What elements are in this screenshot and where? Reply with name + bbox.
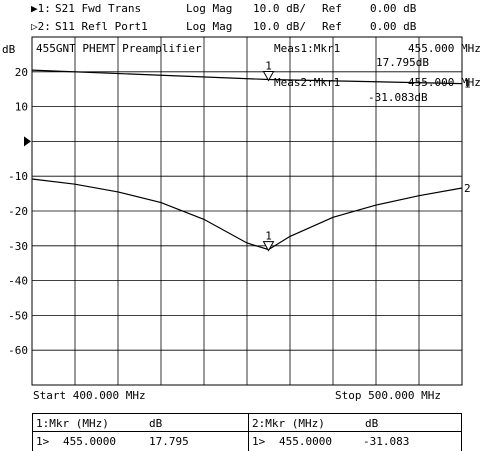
chart-title: 455GNT PHEMT Preamplifier [36, 42, 202, 55]
x-stop-label: Stop 500.000 MHz [335, 389, 441, 402]
y-tick-label: -30 [8, 240, 28, 253]
trace2-format: Log Mag [186, 20, 233, 33]
y-tick-label: -50 [8, 309, 28, 322]
marker-table: 1:Mkr (MHz) dB 2:Mkr (MHz) dB 1> 455.000… [32, 413, 462, 451]
y-tick-label: -20 [8, 205, 28, 218]
table-row1-index: 1> [36, 435, 50, 448]
table-row1-value: 17.795 [149, 435, 189, 448]
table-row2-index: 1> [252, 435, 266, 448]
series-end-label-2: 2 [464, 182, 471, 195]
chart-svg: 20 10 -10 -20 -30 -40 -50 -60 dB 455GNT PHEMT Pre… [2, 36, 480, 386]
marker-label: 1 [265, 59, 272, 72]
reference-arrow [24, 136, 31, 147]
trace1-ref-value: 0.00 dB [370, 2, 417, 15]
y-axis-label: dB [2, 43, 16, 56]
trace1-name: S21 Fwd Trans [55, 2, 142, 15]
table-col2-header: 2:Mkr (MHz) [252, 417, 325, 430]
x-start-label: Start 400.000 MHz [33, 389, 146, 402]
meas-freq: 455.000 MHz [408, 42, 480, 55]
y-tick-label: 10 [15, 101, 28, 114]
table-row2-value: -31.083 [363, 435, 410, 448]
table-col1-header: 1:Mkr (MHz) [36, 417, 109, 430]
y-tick-label: -60 [8, 344, 28, 357]
marker-triangle [262, 241, 275, 252]
y-tick-label: -40 [8, 275, 28, 288]
trace1-format: Log Mag [186, 2, 233, 15]
trace2-scale: 10.0 dB/ [253, 20, 306, 33]
meas-value: -31.083dB [368, 91, 428, 104]
meas-freq: 455.000 MHz [408, 76, 480, 89]
marker-triangle [262, 70, 275, 82]
meas-value: 17.795dB [376, 56, 429, 69]
table-row2-freq: 455.0000 [279, 435, 332, 448]
table-row1-freq: 455.0000 [63, 435, 116, 448]
trace1-ref-label: Ref [322, 2, 342, 15]
y-tick-label: 20 [15, 66, 28, 79]
trace2-ref-value: 0.00 dB [370, 20, 417, 33]
trace2-marker: ▷2: [31, 20, 51, 33]
series-end-label-1: 1 [464, 78, 471, 91]
table-col1-unit: dB [149, 417, 163, 430]
table-header-line [33, 431, 461, 432]
series-line-2 [31, 178, 463, 251]
marker-label: 1 [265, 230, 272, 243]
y-tick-label: -10 [8, 170, 28, 183]
meas-label: Meas1:Mkr1 [274, 42, 340, 55]
trace2-name: S11 Refl Port1 [55, 20, 148, 33]
table-col2-unit: dB [365, 417, 379, 430]
trace1-scale: 10.0 dB/ [253, 2, 306, 15]
meas-label: Meas2:Mkr1 [274, 76, 340, 89]
table-divider [248, 414, 249, 451]
trace1-marker: ▶1: [31, 2, 51, 15]
trace2-ref-label: Ref [322, 20, 342, 33]
